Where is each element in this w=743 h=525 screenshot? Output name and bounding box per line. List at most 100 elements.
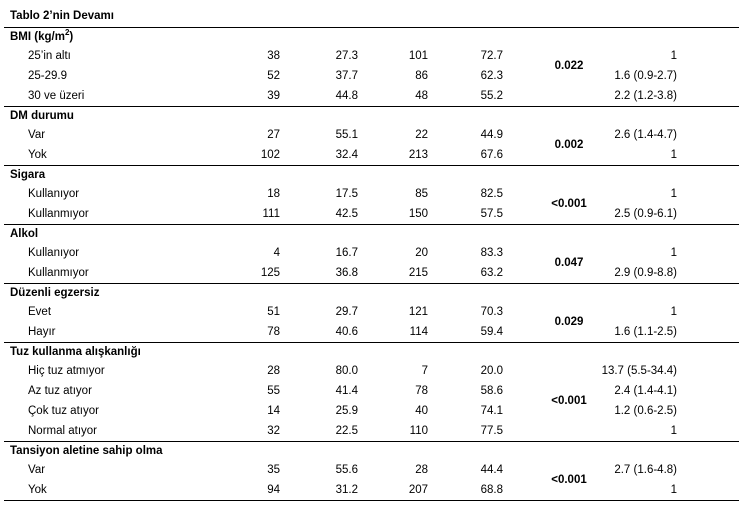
cell-p1: 36.8 bbox=[335, 267, 358, 279]
cell-n2: 150 bbox=[408, 208, 428, 220]
row-label: Normal atıyor bbox=[28, 425, 98, 437]
cell-odds-ratio: 2.9 (0.9-8.8) bbox=[614, 267, 677, 279]
p-value: 0.047 bbox=[554, 257, 584, 269]
table-title: Tablo 2’nin Devamı bbox=[4, 5, 739, 28]
table-section: Tuz kullanma alışkanlığı Hiç tuz atmıyor 2… bbox=[4, 343, 739, 442]
cell-odds-ratio: 2.2 (1.2-3.8) bbox=[614, 90, 677, 102]
table-row: Kullanıyor 18 17.5 85 82.5 1 bbox=[4, 184, 739, 204]
table-row: Hiç tuz atmıyor 28 80.0 7 20.0 13.7 (5.5-34.4… bbox=[4, 361, 739, 381]
cell-p2: 58.6 bbox=[480, 385, 503, 397]
cell-n1: 55 bbox=[267, 385, 280, 397]
section-header: Düzenli egzersiz bbox=[4, 284, 739, 302]
cell-n1: 52 bbox=[267, 70, 280, 82]
cell-p1: 27.3 bbox=[335, 50, 358, 62]
p-value: <0.001 bbox=[551, 198, 587, 210]
p-value: 0.002 bbox=[554, 139, 584, 151]
p-value: <0.001 bbox=[551, 395, 587, 407]
cell-odds-ratio: 1.6 (1.1-2.5) bbox=[614, 326, 677, 338]
row-label: Kullanmıyor bbox=[28, 208, 89, 220]
cell-p1: 37.7 bbox=[335, 70, 358, 82]
cell-n1: 125 bbox=[260, 267, 280, 279]
cell-n2: 110 bbox=[409, 425, 428, 437]
cell-n2: 28 bbox=[415, 464, 428, 476]
cell-n1: 39 bbox=[267, 90, 280, 102]
cell-p2: 82.5 bbox=[480, 188, 503, 200]
row-label: 25-29.9 bbox=[28, 70, 68, 82]
cell-n2: 78 bbox=[415, 385, 428, 397]
cell-p2: 72.7 bbox=[480, 50, 503, 62]
cell-n1: 14 bbox=[267, 405, 280, 417]
table-row: Hayır 78 40.6 114 59.4 1.6 (1.1-2.5) bbox=[4, 322, 739, 342]
cell-odds-ratio: 1 bbox=[670, 306, 677, 318]
table: Tablo 2’nin Devamı BMI (kg/m2) 25’in altı… bbox=[4, 5, 739, 501]
cell-p1: 55.1 bbox=[335, 129, 358, 141]
cell-p1: 40.6 bbox=[335, 326, 358, 338]
row-label: Var bbox=[28, 464, 46, 476]
cell-p2: 77.5 bbox=[480, 425, 503, 437]
cell-odds-ratio: 1 bbox=[670, 484, 677, 496]
cell-n1: 32 bbox=[267, 425, 280, 437]
cell-n2: 101 bbox=[408, 50, 428, 62]
table-section: Düzenli egzersiz Evet 51 29.7 121 70.3 1 Hayır 7… bbox=[4, 284, 739, 343]
table-body: BMI (kg/m2) 25’in altı 38 27.3 101 72.7 1 25-29… bbox=[4, 28, 739, 501]
cell-n1: 51 bbox=[267, 306, 280, 318]
section-header-text: DM durumu bbox=[10, 110, 74, 122]
table-section: Tansiyon aletine sahip olma Var 35 55.6 28 44… bbox=[4, 442, 739, 501]
cell-n2: 207 bbox=[408, 484, 428, 496]
cell-p2: 44.9 bbox=[480, 129, 503, 141]
cell-n2: 85 bbox=[415, 188, 428, 200]
row-label: 25’in altı bbox=[28, 50, 71, 62]
cell-n1: 38 bbox=[267, 50, 280, 62]
cell-n2: 20 bbox=[415, 247, 428, 259]
row-label: Kullanıyor bbox=[28, 247, 80, 259]
table-row: Kullanmıyor 111 42.5 150 57.5 2.5 (0.9-6.1) bbox=[4, 204, 739, 224]
cell-p1: 32.4 bbox=[335, 149, 358, 161]
cell-n2: 7 bbox=[421, 365, 428, 377]
cell-odds-ratio: 1 bbox=[670, 247, 677, 259]
row-label: Var bbox=[28, 129, 46, 141]
section-header-tail: ) bbox=[69, 31, 74, 43]
cell-p2: 67.6 bbox=[480, 149, 503, 161]
table-section: BMI (kg/m2) 25’in altı 38 27.3 101 72.7 1 25-29… bbox=[4, 28, 739, 107]
cell-p1: 29.7 bbox=[335, 306, 358, 318]
table-row: 30 ve üzeri 39 44.8 48 55.2 2.2 (1.2-3.8) bbox=[4, 86, 739, 106]
row-label: Az tuz atıyor bbox=[28, 385, 92, 397]
table-row: Evet 51 29.7 121 70.3 1 bbox=[4, 302, 739, 322]
cell-odds-ratio: 1 bbox=[670, 50, 677, 62]
cell-n2: 114 bbox=[409, 326, 428, 338]
row-label: Yok bbox=[28, 149, 47, 161]
cell-n1: 4 bbox=[273, 247, 280, 259]
cell-n1: 94 bbox=[267, 484, 280, 496]
section-header: Alkol bbox=[4, 225, 739, 243]
section-header: BMI (kg/m2) bbox=[4, 28, 739, 46]
cell-p1: 17.5 bbox=[335, 188, 358, 200]
table-row: Kullanıyor 4 16.7 20 83.3 1 bbox=[4, 243, 739, 263]
section-header-text: BMI (kg/m bbox=[10, 31, 65, 43]
section-header-text: Tansiyon aletine sahip olma bbox=[10, 445, 163, 457]
table-row: Var 35 55.6 28 44.4 2.7 (1.6-4.8) bbox=[4, 460, 739, 480]
row-label: Hayır bbox=[28, 326, 56, 338]
cell-odds-ratio: 1.6 (0.9-2.7) bbox=[614, 70, 677, 82]
table-row: 25’in altı 38 27.3 101 72.7 1 bbox=[4, 46, 739, 66]
cell-p2: 55.2 bbox=[480, 90, 503, 102]
table-section: DM durumu Var 27 55.1 22 44.9 2.6 (1.4-4.7) Yok… bbox=[4, 107, 739, 166]
cell-n1: 102 bbox=[260, 149, 280, 161]
table-row: Çok tuz atıyor 14 25.9 40 74.1 1.2 (0.6-2.5) bbox=[4, 401, 739, 421]
table-row: Normal atıyor 32 22.5 110 77.5 1 bbox=[4, 421, 739, 441]
table-row: Az tuz atıyor 55 41.4 78 58.6 2.4 (1.4-4.1) bbox=[4, 381, 739, 401]
cell-p2: 44.4 bbox=[480, 464, 503, 476]
cell-n2: 22 bbox=[415, 129, 428, 141]
cell-odds-ratio: 2.7 (1.6-4.8) bbox=[614, 464, 677, 476]
cell-p2: 68.8 bbox=[480, 484, 503, 496]
section-header-text: Alkol bbox=[10, 228, 39, 240]
table-section: Alkol Kullanıyor 4 16.7 20 83.3 1 Kullanmıyor 12… bbox=[4, 225, 739, 284]
row-label: 30 ve üzeri bbox=[28, 90, 85, 102]
table-row: Yok 94 31.2 207 68.8 1 bbox=[4, 480, 739, 500]
cell-n1: 78 bbox=[267, 326, 280, 338]
cell-n2: 215 bbox=[408, 267, 428, 279]
row-label: Yok bbox=[28, 484, 47, 496]
cell-n1: 35 bbox=[267, 464, 280, 476]
cell-p1: 80.0 bbox=[335, 365, 358, 377]
cell-odds-ratio: 1 bbox=[670, 149, 677, 161]
section-header: Tuz kullanma alışkanlığı bbox=[4, 343, 739, 361]
